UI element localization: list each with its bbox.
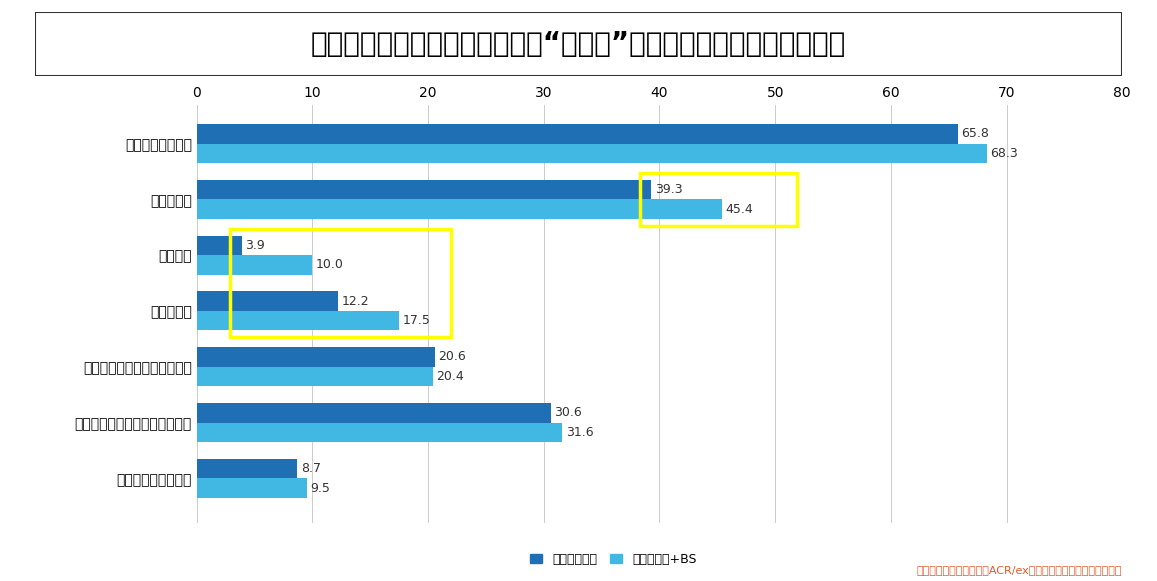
Bar [197,311,399,331]
Legend: 地上波民放計, 指：地上波+BS: 地上波民放計, 指：地上波+BS [525,548,701,571]
Text: 3.9: 3.9 [245,239,265,252]
Bar [197,292,338,311]
Bar [197,255,312,275]
Text: 31.6: 31.6 [566,426,594,439]
Text: 12.2: 12.2 [341,295,369,308]
Bar [197,180,651,199]
Bar [197,403,551,422]
Bar [197,236,242,255]
Bar [197,478,307,498]
Text: 地上波放送との重複接触で特に“気持ち”面での態度変容効果が高まる: 地上波放送との重複接触で特に“気持ち”面での態度変容効果が高まる [311,30,846,58]
Bar [197,144,987,163]
Text: 65.8: 65.8 [961,127,989,141]
Text: 17.5: 17.5 [403,314,430,327]
Text: 39.3: 39.3 [655,183,683,196]
Text: データ：ビデオリサーチACR/ex追加調査枠に実施した研究項目: データ：ビデオリサーチACR/ex追加調査枠に実施した研究項目 [916,565,1122,575]
Text: 20.4: 20.4 [436,370,464,383]
Text: 9.5: 9.5 [310,482,330,494]
Text: 8.7: 8.7 [301,462,320,475]
Text: 30.6: 30.6 [554,406,582,419]
Bar [197,367,433,386]
Text: Q.各メディアで見た場合、その商品サービスにどのような印象を持ちますか？: Q.各メディアで見た場合、その商品サービスにどのような印象を持ちますか？ [197,51,524,66]
Text: 10.0: 10.0 [316,259,344,271]
Text: 20.6: 20.6 [439,350,466,364]
Bar [640,173,797,225]
Bar [197,422,562,442]
Bar [197,199,722,219]
Bar [197,347,435,367]
Text: 68.3: 68.3 [990,147,1018,160]
Bar [197,459,297,478]
Bar [230,229,451,337]
Bar [197,124,958,144]
Text: 45.4: 45.4 [725,203,753,216]
